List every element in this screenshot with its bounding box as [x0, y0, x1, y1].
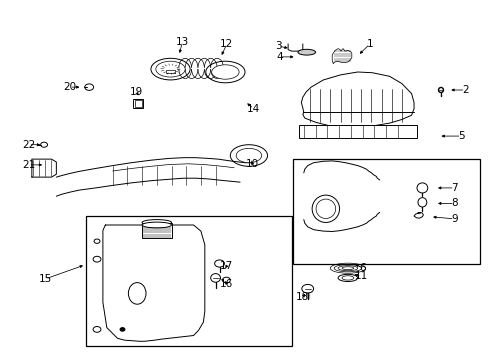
Text: 13: 13	[175, 37, 189, 48]
Ellipse shape	[142, 220, 172, 225]
Ellipse shape	[298, 49, 316, 55]
Bar	[293, 159, 480, 264]
Text: 22: 22	[22, 140, 35, 150]
Text: 14: 14	[247, 104, 261, 114]
Ellipse shape	[418, 198, 427, 207]
Ellipse shape	[302, 284, 314, 293]
Text: 9: 9	[451, 214, 458, 224]
Text: 20: 20	[63, 82, 76, 92]
Ellipse shape	[142, 222, 172, 228]
Ellipse shape	[93, 327, 101, 332]
Ellipse shape	[212, 65, 239, 79]
Ellipse shape	[211, 274, 220, 282]
Text: 11: 11	[355, 271, 368, 282]
Text: 10: 10	[246, 159, 259, 169]
Text: 4: 4	[276, 52, 283, 62]
Ellipse shape	[342, 276, 354, 280]
Bar	[299, 125, 416, 138]
Text: 7: 7	[451, 183, 458, 193]
Text: 17: 17	[220, 261, 234, 271]
Ellipse shape	[222, 277, 230, 283]
Text: 12: 12	[220, 39, 234, 49]
Ellipse shape	[94, 239, 100, 243]
Text: 21: 21	[22, 160, 35, 170]
Text: 1: 1	[367, 39, 373, 49]
Bar	[142, 223, 172, 238]
Text: 18: 18	[296, 292, 310, 302]
Bar	[86, 216, 292, 346]
Ellipse shape	[85, 84, 94, 90]
Text: 15: 15	[38, 274, 52, 284]
Bar	[166, 70, 175, 73]
Ellipse shape	[439, 87, 443, 93]
Text: 3: 3	[275, 41, 282, 51]
Text: 5: 5	[458, 131, 465, 141]
Text: 2: 2	[462, 85, 469, 95]
Bar	[133, 99, 143, 108]
Ellipse shape	[41, 142, 48, 147]
Ellipse shape	[215, 260, 224, 267]
Ellipse shape	[93, 256, 101, 262]
Text: 8: 8	[451, 198, 458, 208]
Text: 6: 6	[359, 263, 366, 273]
Ellipse shape	[417, 183, 428, 193]
Ellipse shape	[316, 199, 336, 219]
Ellipse shape	[128, 283, 146, 304]
Ellipse shape	[120, 328, 125, 331]
Bar	[135, 100, 142, 107]
Ellipse shape	[156, 61, 185, 77]
Ellipse shape	[236, 148, 262, 163]
Text: 19: 19	[129, 87, 143, 97]
Text: 16: 16	[220, 279, 234, 289]
